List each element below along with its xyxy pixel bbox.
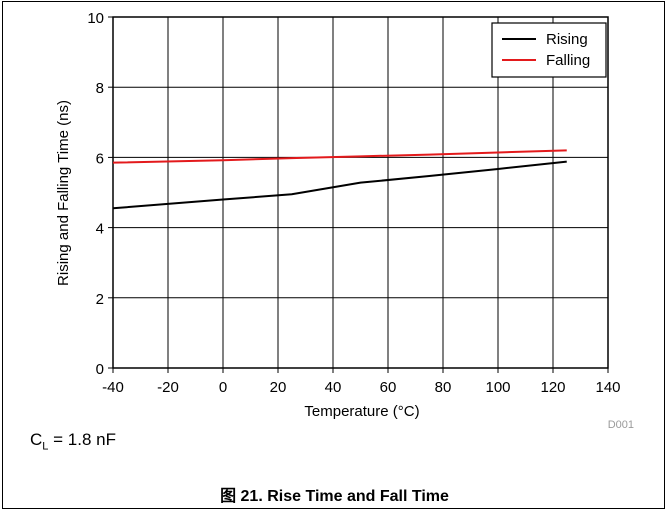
series: [112, 149, 567, 210]
legend-box: [491, 22, 607, 78]
y-tick-label: 4: [96, 221, 104, 238]
x-axis-label: Temperature (°C): [304, 403, 419, 420]
y-tick-label: 10: [87, 10, 104, 27]
grid: [113, 17, 608, 368]
legend-label-rising: Rising: [546, 31, 588, 48]
plot-area-border: [112, 16, 609, 369]
tick-labels: -40 -20 0 20 40 60 80 100 120 140 0 2 4 6 8 10: [87, 10, 620, 396]
x-tick-label: 0: [219, 379, 227, 396]
y-tick-label: 6: [96, 150, 104, 167]
figure-caption: 图 21. Rise Time and Fall Time: [220, 488, 449, 505]
load-capacitance-note: CL = 1.8 nF: [30, 430, 116, 452]
cl-subscript: L: [42, 440, 49, 453]
x-tick-label: 120: [540, 379, 565, 396]
y-axis-label: Rising and Falling Time (ns): [55, 100, 72, 286]
x-tick-label: 20: [270, 379, 287, 396]
axes: [108, 16, 609, 373]
x-tick-label: -40: [102, 379, 124, 396]
y-tick-label: 2: [96, 291, 104, 308]
legend-label-falling: Falling: [546, 52, 590, 69]
series-line-falling: [112, 149, 567, 164]
x-tick-label: 40: [325, 379, 342, 396]
chart: -40 -20 0 20 40 60 80 100 120 140 0 2 4 6 8 10 Rising a…: [55, 10, 634, 431]
y-tick-label: 0: [96, 361, 104, 378]
y-tick-label: 8: [96, 80, 104, 97]
x-tick-label: -20: [157, 379, 179, 396]
x-tick-label: 140: [595, 379, 620, 396]
chart-watermark: D001: [608, 419, 634, 431]
legend: Rising Falling: [491, 22, 607, 78]
x-tick-label: 60: [380, 379, 397, 396]
x-tick-label: 80: [435, 379, 452, 396]
cl-symbol: C: [30, 430, 43, 449]
x-tick-label: 100: [485, 379, 510, 396]
series-line-rising: [112, 160, 567, 210]
cl-value: = 1.8 nF: [48, 430, 116, 449]
